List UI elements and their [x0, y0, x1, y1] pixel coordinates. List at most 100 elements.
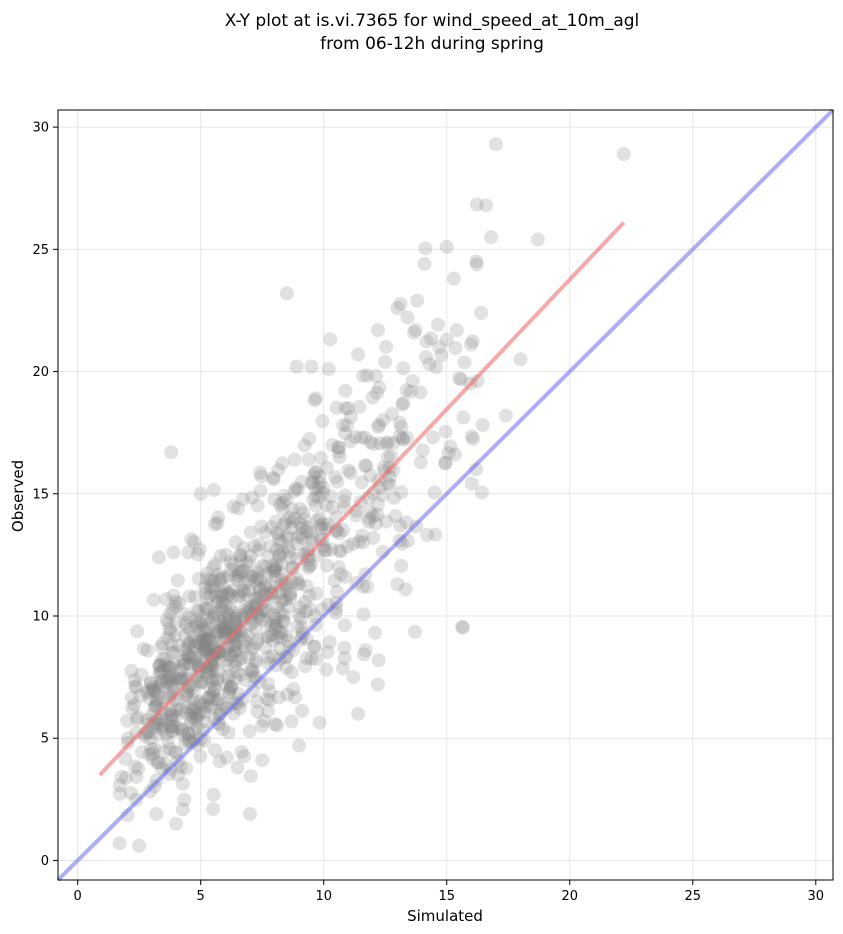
- data-point: [210, 606, 225, 621]
- data-point: [427, 485, 442, 500]
- data-point: [253, 483, 268, 498]
- data-point: [143, 675, 158, 690]
- data-point: [211, 594, 226, 609]
- data-point: [299, 524, 314, 539]
- data-point: [164, 445, 179, 460]
- data-point: [289, 572, 304, 587]
- data-point: [438, 456, 453, 471]
- data-point: [288, 481, 303, 496]
- data-point: [425, 430, 440, 445]
- data-point: [162, 622, 177, 637]
- data-point: [179, 688, 194, 703]
- data-point: [456, 410, 471, 425]
- data-point: [247, 600, 262, 615]
- data-point: [214, 615, 229, 630]
- data-point: [338, 569, 353, 584]
- data-point: [237, 639, 252, 654]
- data-point: [217, 623, 232, 638]
- data-point: [155, 720, 170, 735]
- data-point: [380, 435, 395, 450]
- data-point: [192, 624, 207, 639]
- data-point: [219, 658, 234, 673]
- data-point: [295, 520, 310, 535]
- data-point: [226, 631, 241, 646]
- data-point: [370, 507, 385, 522]
- data-point: [233, 667, 248, 682]
- data-point: [226, 557, 241, 572]
- data-point: [200, 612, 215, 627]
- data-point: [307, 393, 322, 408]
- data-point: [282, 510, 297, 525]
- data-point: [155, 636, 170, 651]
- data-point: [112, 836, 127, 851]
- data-point: [420, 527, 435, 542]
- data-point: [198, 586, 213, 601]
- data-point: [530, 232, 545, 247]
- data-point: [277, 488, 292, 503]
- data-point: [156, 744, 171, 759]
- data-point: [179, 761, 194, 776]
- data-point: [181, 640, 196, 655]
- data-point: [163, 673, 178, 688]
- data-point: [219, 750, 234, 765]
- data-point: [216, 618, 231, 633]
- y-tick-label: 0: [41, 854, 49, 869]
- data-point: [275, 614, 290, 629]
- data-point: [193, 696, 208, 711]
- data-point: [214, 621, 229, 636]
- data-point: [202, 588, 217, 603]
- data-point: [366, 509, 381, 524]
- data-point: [329, 400, 344, 415]
- data-point: [343, 465, 358, 480]
- data-point: [136, 641, 151, 656]
- data-point: [196, 642, 211, 657]
- data-point: [484, 230, 499, 245]
- data-point: [178, 616, 193, 631]
- data-point: [238, 576, 253, 591]
- data-point: [281, 633, 296, 648]
- data-point: [221, 647, 236, 662]
- data-point: [229, 608, 244, 623]
- data-point: [403, 384, 418, 399]
- data-point: [238, 587, 253, 602]
- data-point: [323, 489, 338, 504]
- data-point: [207, 682, 222, 697]
- data-point: [197, 580, 212, 595]
- data-point: [164, 678, 179, 693]
- data-point: [198, 700, 213, 715]
- data-point: [233, 553, 248, 568]
- data-point: [153, 679, 168, 694]
- data-point: [216, 580, 231, 595]
- data-point: [386, 436, 401, 451]
- data-point: [254, 469, 269, 484]
- data-point: [132, 838, 147, 853]
- data-point: [329, 584, 344, 599]
- data-point: [215, 696, 230, 711]
- data-point: [171, 596, 186, 611]
- data-point: [200, 566, 215, 581]
- data-point: [351, 347, 366, 362]
- data-point: [303, 533, 318, 548]
- data-point: [249, 571, 264, 586]
- data-point: [285, 574, 300, 589]
- data-point: [449, 323, 464, 338]
- data-point: [474, 305, 489, 320]
- data-point: [284, 665, 299, 680]
- x-axis-ticks: 0 5 10 15 20 25 30: [74, 880, 824, 904]
- data-point: [212, 754, 227, 769]
- regression-line: [98, 221, 626, 777]
- data-point: [269, 514, 284, 529]
- data-point: [306, 468, 321, 483]
- data-point: [146, 752, 161, 767]
- data-point: [150, 727, 165, 742]
- data-point: [292, 738, 307, 753]
- data-point: [448, 447, 463, 462]
- data-point: [273, 641, 288, 656]
- data-point: [379, 514, 394, 529]
- data-point: [408, 323, 423, 338]
- data-point: [247, 539, 262, 554]
- data-point: [210, 673, 225, 688]
- data-point: [219, 678, 234, 693]
- data-point: [123, 785, 138, 800]
- data-point: [284, 520, 299, 535]
